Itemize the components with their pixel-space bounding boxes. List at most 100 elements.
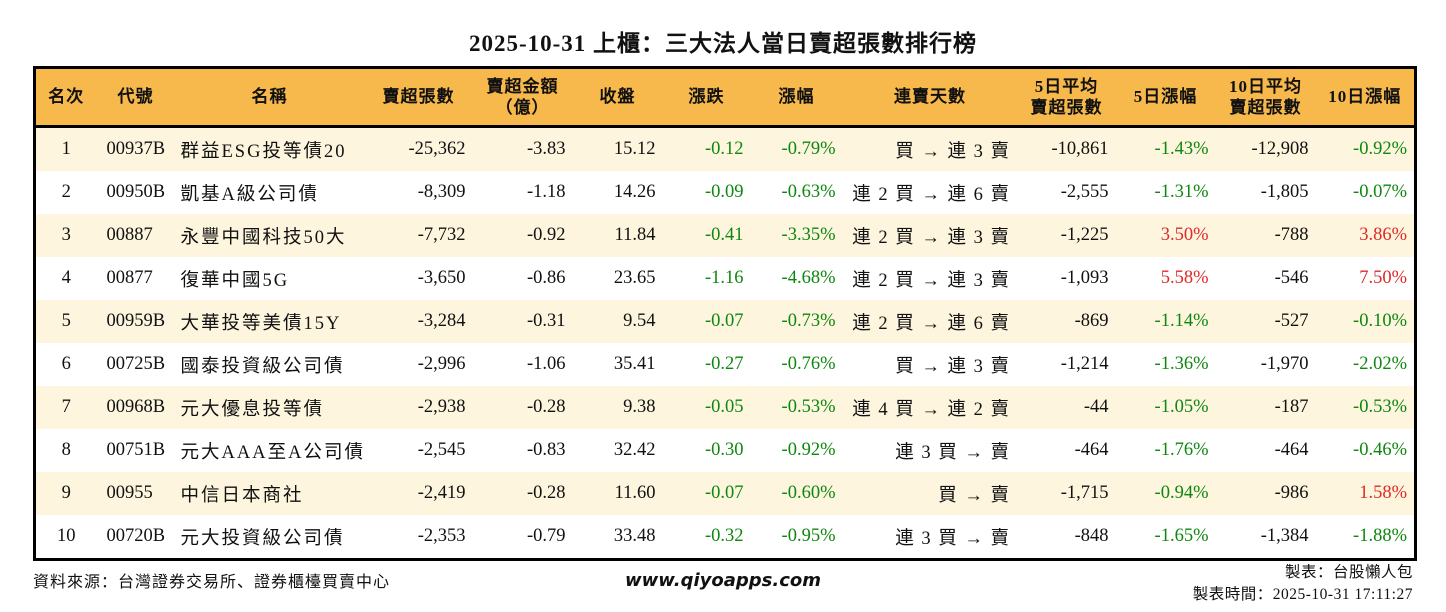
cell-close: 9.38	[623, 397, 656, 417]
table-row: 6 00725B 國泰投資級公司債 -2,996 -1.06 35.41 -0.27 -0.7…	[34, 343, 1416, 386]
cell-sell_streak: 連 2 買 → 連 6 賣	[852, 184, 1011, 205]
cell-sell_streak: 連 2 買 → 連 3 賣	[852, 270, 1011, 291]
cell-pct10: -0.07%	[1353, 182, 1407, 202]
cell-change_pct: -0.63%	[781, 182, 836, 202]
cell-rank: 4	[61, 268, 71, 288]
data-source-note: 資料來源：台灣證券交易所、證券櫃檯買賣中心	[33, 574, 391, 591]
cell-code: 00937B	[106, 139, 166, 159]
cell-pct5: -1.31%	[1154, 182, 1209, 202]
cell-sell_volume: -2,938	[417, 397, 466, 417]
cell-avg10_sell: -527	[1274, 311, 1309, 331]
cell-avg5_sell: -2,555	[1060, 182, 1109, 202]
cell-sell_volume: -3,650	[417, 268, 466, 288]
table-row: 5 00959B 大華投等美債15Y -3,284 -0.31 9.54 -0.07 -0.7…	[34, 300, 1416, 343]
cell-name: 中信日本商社	[180, 485, 304, 506]
cell-avg10_sell: -986	[1274, 483, 1309, 503]
cell-sell_amount: -0.92	[526, 225, 566, 245]
cell-name: 元大AAA至A公司債	[180, 442, 365, 463]
made-time: 製表時間：2025-10-31 17:11:27	[1192, 586, 1413, 604]
cell-close: 9.54	[623, 311, 656, 331]
cell-sell_volume: -2,353	[417, 526, 466, 546]
cell-pct10: -0.10%	[1353, 311, 1407, 331]
page-title: 2025-10-31 上櫃：三大法人當日賣超張數排行榜	[468, 31, 978, 56]
table-row: 1 00937B 群益ESG投等債20 -25,362 -3.83 15.12 -0.12 -…	[34, 126, 1416, 171]
cell-change_pct: -0.76%	[781, 354, 836, 374]
cell-name: 群益ESG投等債20	[180, 141, 347, 162]
cell-pct10: 7.50%	[1359, 268, 1407, 288]
cell-pct10: 1.58%	[1359, 483, 1407, 503]
cell-avg10_sell: -12,908	[1251, 139, 1309, 159]
cell-sell_volume: -7,732	[417, 225, 466, 245]
cell-pct10: 3.86%	[1359, 225, 1407, 245]
cell-pct5: -1.05%	[1154, 397, 1209, 417]
table-header: 名次 代號 名稱 賣超張數 賣超金額 （億） 收盤 漲跌 漲幅 連賣天數 5日平均 賣超張數 5日漲…	[34, 67, 1416, 128]
cell-sell_amount: -3.83	[526, 139, 566, 159]
cell-avg10_sell: -1,384	[1260, 526, 1309, 546]
cell-change: -0.32	[704, 526, 744, 546]
cell-pct10: -0.46%	[1353, 440, 1407, 460]
cell-avg10_sell: -1,805	[1260, 182, 1309, 202]
cell-close: 11.84	[614, 225, 656, 245]
cell-sell_amount: -1.18	[526, 182, 566, 202]
cell-avg5_sell: -1,225	[1060, 225, 1109, 245]
cell-sell_amount: -0.28	[526, 483, 566, 503]
cell-sell_volume: -2,419	[417, 483, 466, 503]
cell-avg5_sell: -869	[1074, 311, 1109, 331]
cell-rank: 10	[57, 526, 76, 546]
header-change_pct: 漲幅	[750, 67, 843, 128]
cell-avg5_sell: -848	[1074, 526, 1109, 546]
cell-avg5_sell: -1,093	[1060, 268, 1109, 288]
cell-sell_volume: -2,545	[417, 440, 466, 460]
cell-change: -0.07	[704, 311, 744, 331]
cell-rank: 8	[61, 440, 71, 460]
cell-avg10_sell: -546	[1274, 268, 1309, 288]
cell-rank: 6	[61, 354, 71, 374]
cell-pct5: -1.14%	[1154, 311, 1209, 331]
cell-code: 00720B	[106, 526, 166, 546]
cell-code: 00955	[106, 483, 153, 503]
header-sell_streak: 連賣天數	[842, 67, 1018, 128]
cell-sell_volume: -8,309	[417, 182, 466, 202]
website-url: www.qiyoapps.com	[625, 570, 821, 591]
table-row: 10 00720B 元大投資級公司債 -2,353 -0.79 33.48 -0.32 -0.…	[34, 515, 1416, 560]
cell-change: -0.27	[704, 354, 744, 374]
table-row: 3 00887 永豐中國科技50大 -7,732 -0.92 11.84 -0.41 -3.3…	[34, 214, 1416, 257]
cell-close: 35.41	[613, 354, 656, 374]
cell-name: 凱基A級公司債	[180, 184, 319, 205]
cell-change_pct: -0.73%	[781, 311, 836, 331]
cell-avg5_sell: -1,214	[1060, 354, 1109, 374]
cell-sell_volume: -2,996	[417, 354, 466, 374]
cell-pct5: -1.43%	[1154, 139, 1209, 159]
header-sell_volume: 賣超張數	[364, 67, 473, 128]
cell-pct10: -0.53%	[1353, 397, 1407, 417]
cell-rank: 9	[61, 483, 71, 503]
cell-close: 33.48	[613, 526, 656, 546]
cell-sell_streak: 連 4 買 → 連 2 賣	[852, 399, 1011, 420]
table-body: 1 00937B 群益ESG投等債20 -25,362 -3.83 15.12 -0.12 -…	[34, 126, 1416, 560]
cell-change_pct: -0.60%	[781, 483, 836, 503]
cell-sell_streak: 連 2 買 → 連 3 賣	[852, 227, 1011, 248]
cell-change: -0.05	[704, 397, 744, 417]
cell-close: 23.65	[613, 268, 656, 288]
cell-rank: 5	[61, 311, 71, 331]
cell-sell_streak: 連 3 買 → 賣	[895, 442, 1011, 463]
cell-pct10: -2.02%	[1353, 354, 1407, 374]
cell-sell_amount: -0.83	[526, 440, 566, 460]
cell-pct5: -1.65%	[1154, 526, 1209, 546]
header-rank: 名次	[34, 67, 97, 128]
header-sell_amount: 賣超金額 （億）	[472, 67, 573, 128]
cell-sell_streak: 連 2 買 → 連 6 賣	[852, 313, 1011, 334]
cell-avg10_sell: -464	[1274, 440, 1309, 460]
cell-rank: 3	[61, 225, 71, 245]
cell-sell_amount: -0.31	[526, 311, 566, 331]
header-change: 漲跌	[662, 67, 751, 128]
header-pct10: 10日漲幅	[1315, 67, 1416, 128]
cell-code: 00950B	[106, 182, 166, 202]
cell-rank: 7	[61, 397, 71, 417]
cell-change_pct: -4.68%	[781, 268, 836, 288]
cell-code: 00877	[106, 268, 153, 288]
header-close: 收盤	[572, 67, 663, 128]
table-row: 8 00751B 元大AAA至A公司債 -2,545 -0.83 32.42 -0.30 -0…	[34, 429, 1416, 472]
cell-sell_amount: -0.86	[526, 268, 566, 288]
cell-close: 15.12	[613, 139, 656, 159]
